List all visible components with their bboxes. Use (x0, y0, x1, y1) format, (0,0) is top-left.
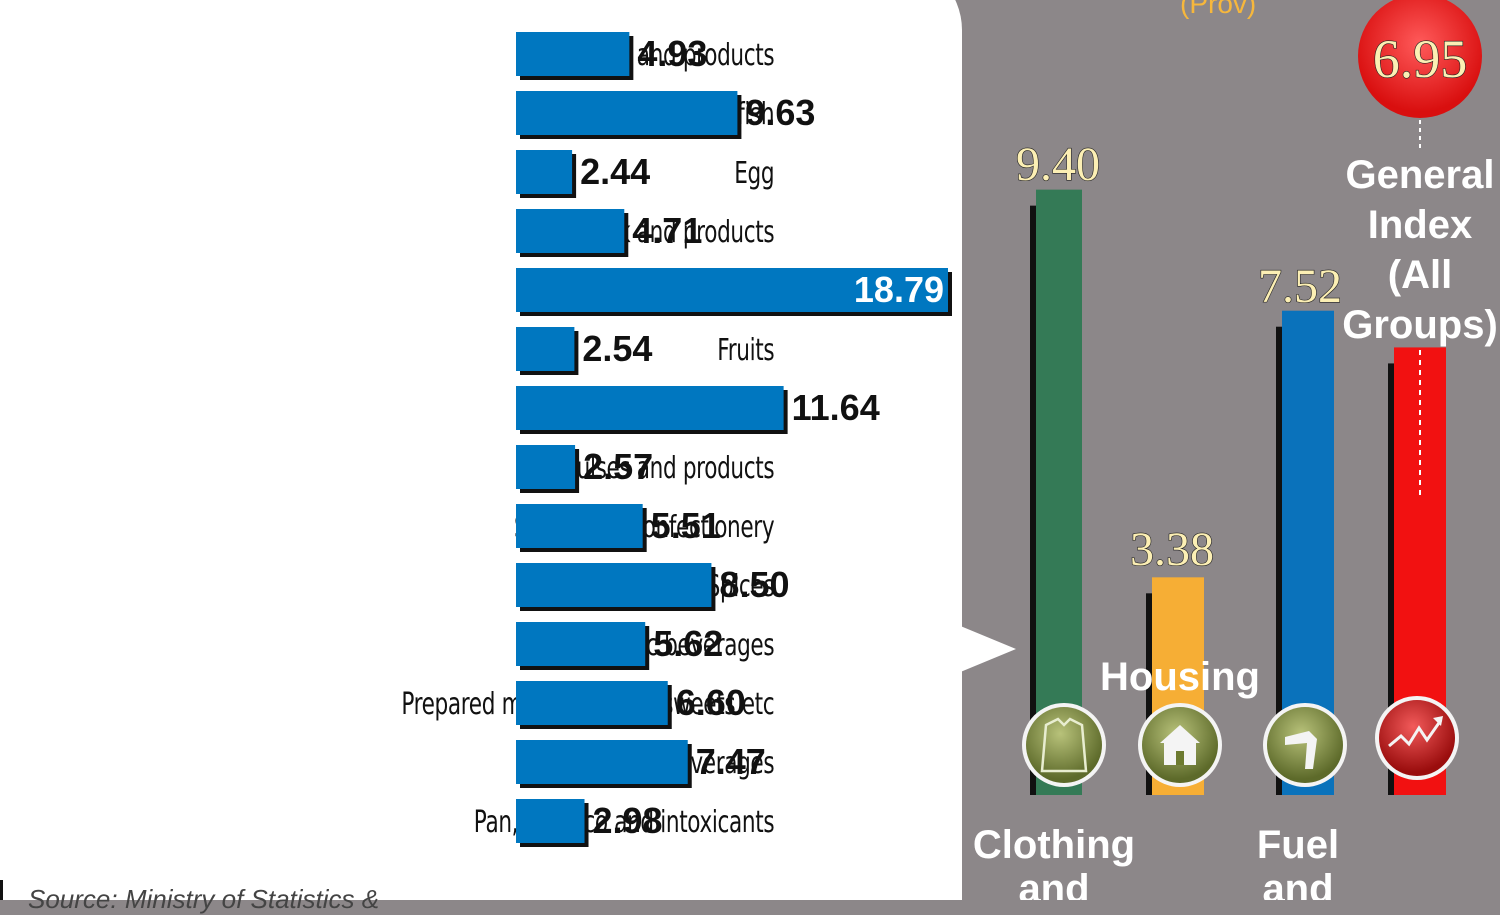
value-label: 8.50 (719, 564, 789, 605)
value-label: 2.98 (593, 800, 663, 841)
fuel-nozzle-icon (1263, 703, 1347, 787)
food-bar (516, 209, 625, 253)
value-label: 7.47 (696, 741, 766, 782)
group-label: Fuel (1257, 823, 1339, 867)
shirt-icon (1022, 703, 1106, 787)
group-label: Index (1368, 203, 1472, 247)
value-label: 5.62 (653, 623, 723, 664)
food-bar (516, 327, 575, 371)
bar-shadow (1388, 363, 1394, 795)
group-label: and (1018, 867, 1089, 900)
value-label: 6.60 (676, 682, 746, 723)
group-label: Groups) (1342, 303, 1498, 347)
category-label: Egg (734, 157, 774, 191)
food-bar (516, 91, 738, 135)
group-label: (All (1388, 253, 1452, 297)
trend-up-icon (1375, 696, 1459, 780)
food-panel-background (0, 0, 962, 900)
value-label: 18.79 (854, 269, 944, 310)
food-bar (516, 563, 712, 607)
group-bar (1036, 189, 1082, 795)
food-bar (516, 32, 630, 76)
food-bar (516, 268, 948, 312)
prov-label: (Prov) (1180, 0, 1257, 19)
bar-shadow (1276, 326, 1282, 795)
food-bar (516, 681, 668, 725)
food-bar (516, 622, 646, 666)
food-bar (516, 504, 643, 548)
group-value-label: 9.40 (1016, 138, 1100, 191)
house-icon (1138, 703, 1222, 787)
group-value-label: 7.52 (1258, 260, 1342, 313)
group-label: General (1346, 153, 1495, 197)
food-bar (516, 150, 573, 194)
value-label: 5.51 (651, 505, 721, 546)
group-label: Housing (1100, 655, 1260, 699)
category-label: Pulses and products (564, 452, 774, 486)
value-label: 4.71 (632, 210, 702, 251)
left-edge-line (0, 880, 3, 900)
value-label: 4.93 (637, 33, 707, 74)
group-label: and (1262, 867, 1333, 900)
group-label: Clothing (973, 823, 1135, 867)
food-bar (516, 386, 784, 430)
value-label: 2.44 (580, 151, 650, 192)
food-bar (516, 740, 688, 784)
value-label: 9.63 (745, 92, 815, 133)
panel-pointer (958, 625, 1016, 673)
value-label: 2.54 (582, 328, 652, 369)
food-bar (516, 799, 585, 843)
food-bar (516, 445, 576, 489)
value-label: 2.57 (583, 446, 653, 487)
category-label: Spices (707, 570, 775, 604)
general-index-badge (1358, 0, 1482, 118)
category-label: Fruits (717, 334, 774, 368)
value-label: 11.64 (792, 387, 880, 428)
group-value-label: 3.38 (1130, 523, 1214, 576)
general-index-value: 6.95 (1373, 29, 1468, 89)
bar-shadow (1146, 593, 1152, 795)
bar-shadow (1030, 205, 1036, 795)
group-bar-chart: 9.40 3.38 7.52 6.95 General Index (All Groups) C… (973, 0, 1498, 900)
